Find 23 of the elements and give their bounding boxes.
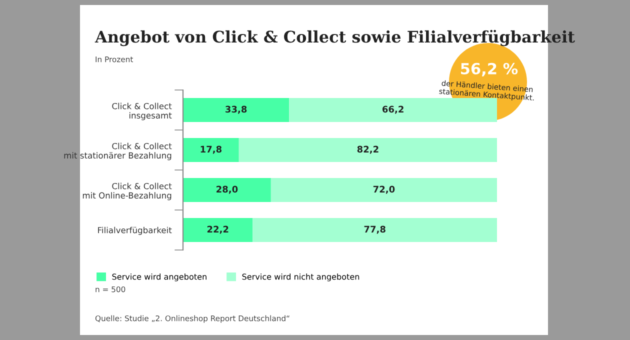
data-label: 28,0 <box>216 186 238 194</box>
y-tick-label: Click & Collect mit stationärer Bezahlung <box>64 142 172 160</box>
y-tick-label: Click & Collect insgesamt <box>112 102 172 120</box>
data-label: 33,8 <box>226 106 247 114</box>
y-tick-label: Click & Collect mit Online-Bezahlung <box>82 182 172 200</box>
bar <box>270 178 497 202</box>
y-tick-label: Filialverfügbarkeit <box>98 226 172 235</box>
bar <box>183 98 290 122</box>
text: 56,2 % <box>461 62 518 76</box>
data-label: 22,2 <box>207 226 228 234</box>
legend-label: Service wird angeboten <box>112 273 206 282</box>
bar <box>238 138 497 162</box>
data-label: 72,0 <box>373 186 395 194</box>
bar <box>183 218 253 242</box>
data-label: 77,8 <box>364 226 386 234</box>
data-label: 66,2 <box>382 106 404 114</box>
bar <box>183 138 239 162</box>
bar <box>252 218 497 242</box>
chart-title: Angebot von Click & Collect sowie Filialverfügbarkeit <box>94 30 575 46</box>
bar <box>183 178 271 202</box>
data-label: 17,8 <box>200 146 222 154</box>
legend-label: Service wird nicht angeboten <box>242 273 360 282</box>
data-label: 82,2 <box>357 146 378 154</box>
